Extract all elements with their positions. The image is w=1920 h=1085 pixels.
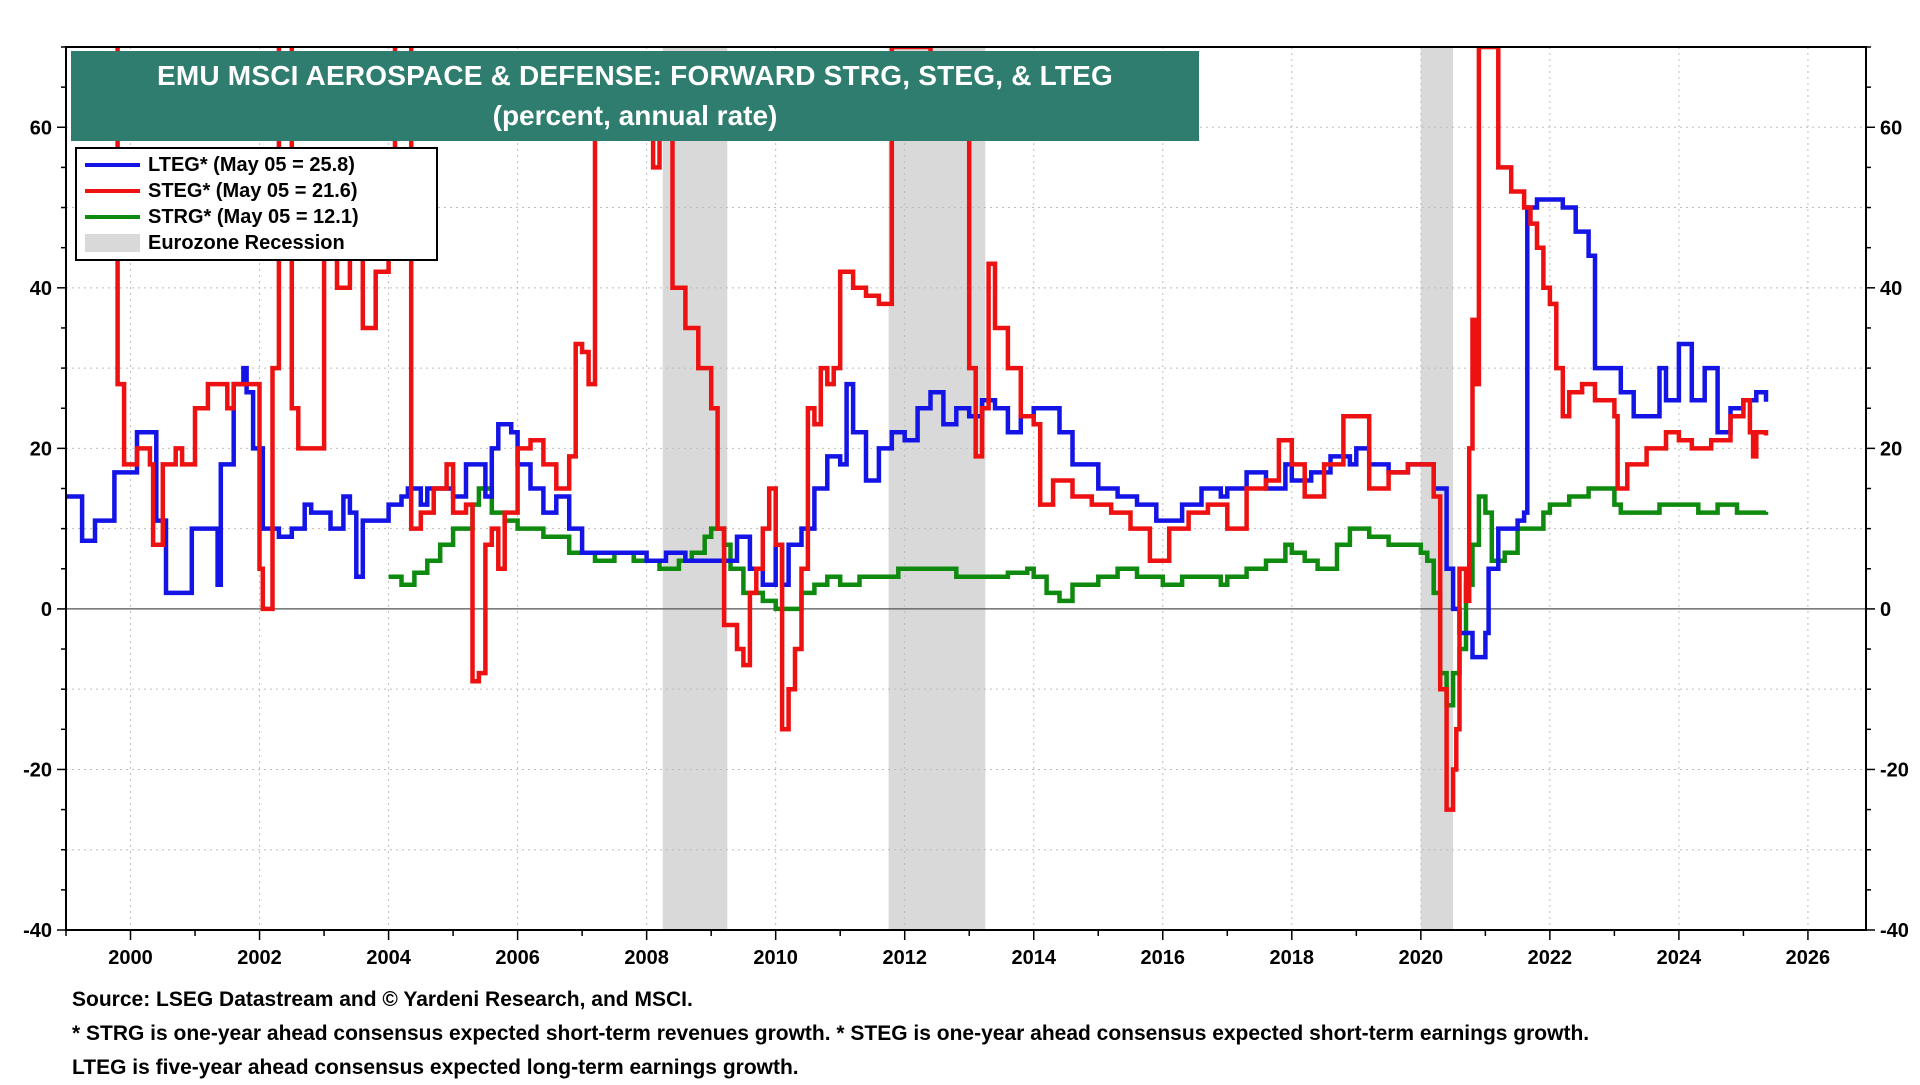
x-tick-label-2012: 2012 — [882, 947, 927, 969]
legend-item-recession: Eurozone Recession — [85, 230, 345, 256]
title-line-1: EMU MSCI AEROSPACE & DEFENSE: FORWARD ST… — [157, 60, 1113, 91]
legend-item-strg: STRG* (May 05 = 12.1) — [85, 204, 359, 230]
legend: LTEG* (May 05 = 25.8) STEG* (May 05 = 21… — [75, 147, 438, 261]
chart-title: EMU MSCI AEROSPACE & DEFENSE: FORWARD ST… — [71, 51, 1199, 141]
x-tick-label-2008: 2008 — [624, 947, 669, 969]
x-tick-label-2024: 2024 — [1657, 947, 1702, 969]
y-tick-label-left-20: 20 — [30, 438, 52, 460]
x-tick-label-2006: 2006 — [495, 947, 540, 969]
x-tick-label-2000: 2000 — [108, 947, 153, 969]
legend-label-steg: STEG* (May 05 = 21.6) — [148, 179, 358, 202]
y-tick-label-left-0: 0 — [41, 599, 52, 621]
legend-label-recession: Eurozone Recession — [148, 231, 345, 254]
legend-label-strg: STRG* (May 05 = 12.1) — [148, 205, 359, 228]
series-line-strg — [388, 486, 1769, 708]
x-tick-label-2010: 2010 — [753, 947, 798, 969]
y-tick-label-right-60: 60 — [1880, 117, 1902, 139]
footnote-1: * STRG is one-year ahead consensus expec… — [72, 1022, 1590, 1045]
legend-item-steg: STEG* (May 05 = 21.6) — [85, 178, 358, 204]
y-tick-label-right-20: 20 — [1880, 438, 1902, 460]
legend-swatch-recession — [85, 234, 140, 252]
axis-ticks: 2000 2002 2004 2006 2008 2010 2012 2014 2016 2018… — [23, 46, 1909, 969]
y-tick-label-left-40: 40 — [30, 278, 52, 300]
series-line-lteg — [66, 197, 1769, 660]
source-note: Source: LSEG Datastream and © Yardeni Re… — [72, 988, 693, 1011]
legend-label-lteg: LTEG* (May 05 = 25.8) — [148, 153, 355, 176]
y-tick-label-right-0: 0 — [1880, 599, 1891, 621]
y-tick-label-left-60: 60 — [30, 117, 52, 139]
x-tick-label-2020: 2020 — [1399, 947, 1444, 969]
x-tick-label-2002: 2002 — [237, 947, 282, 969]
legend-item-lteg: LTEG* (May 05 = 25.8) — [85, 152, 355, 178]
x-tick-label-2022: 2022 — [1528, 947, 1573, 969]
y-tick-label-right--20: -20 — [1880, 759, 1909, 781]
legend-swatch-strg — [85, 215, 140, 219]
legend-swatch-lteg — [85, 163, 140, 167]
legend-swatch-steg — [85, 189, 140, 193]
x-tick-label-2016: 2016 — [1141, 947, 1186, 969]
y-tick-label-right-40: 40 — [1880, 278, 1902, 300]
x-tick-label-2026: 2026 — [1786, 947, 1831, 969]
footnote-2: LTEG is five-year ahead consensus expect… — [72, 1056, 799, 1079]
x-tick-label-2014: 2014 — [1011, 947, 1056, 969]
title-line-2: (percent, annual rate) — [492, 100, 778, 131]
x-tick-label-2004: 2004 — [366, 947, 411, 969]
y-tick-label-left--20: -20 — [23, 759, 52, 781]
y-tick-label-left--40: -40 — [23, 920, 52, 942]
footnotes: Source: LSEG Datastream and © Yardeni Re… — [72, 983, 1589, 1085]
recession-bands — [662, 47, 1454, 930]
x-tick-label-2018: 2018 — [1270, 947, 1315, 969]
y-tick-label-right--40: -40 — [1880, 920, 1909, 942]
